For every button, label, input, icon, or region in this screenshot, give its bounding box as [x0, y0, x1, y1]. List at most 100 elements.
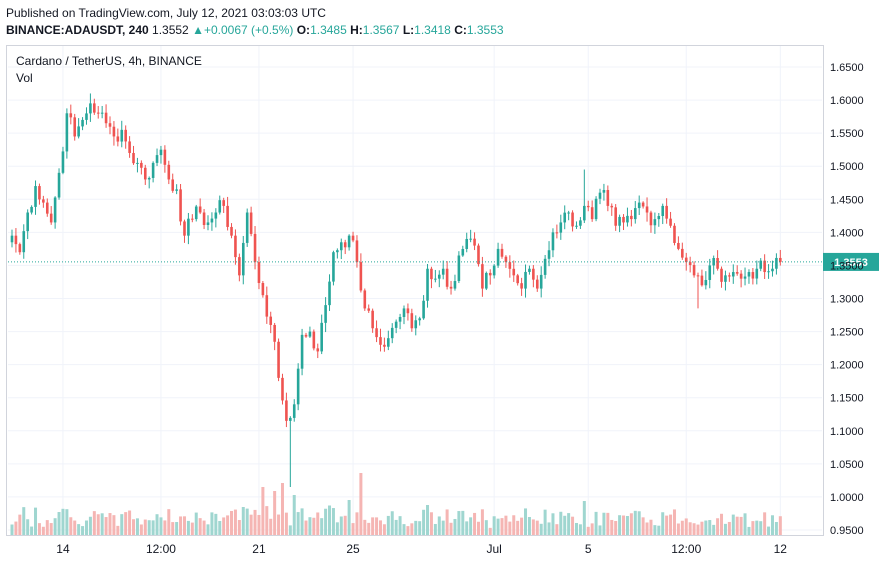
volume-bar: [249, 514, 253, 535]
volume-bar: [167, 509, 171, 535]
up-arrow-icon: ▲: [192, 23, 204, 37]
volume-bar: [602, 512, 606, 535]
candle-body: [100, 112, 104, 114]
volume-bar: [645, 522, 649, 535]
candle-body: [245, 212, 249, 243]
volume-bar: [316, 512, 320, 535]
volume-bar: [590, 523, 594, 535]
candle-body: [14, 235, 18, 245]
candle-body: [504, 256, 508, 263]
time-tick-label: 12:00: [146, 542, 176, 556]
volume-bar: [527, 517, 531, 535]
volume-bar: [476, 521, 480, 535]
volume-bar: [104, 517, 108, 535]
volume-bar: [731, 514, 735, 535]
candle-body: [739, 273, 743, 279]
price-tick-label: 1.3500: [830, 260, 864, 272]
volume-bar: [355, 512, 359, 535]
candle-body: [312, 331, 316, 349]
candle-body: [418, 318, 421, 321]
volume-bar: [669, 514, 673, 535]
price-tick-label: 1.6500: [830, 62, 864, 74]
volume-bar: [739, 516, 743, 535]
volume-bar: [386, 515, 390, 535]
time-tick-label: 12:00: [671, 542, 701, 556]
candle-body: [249, 212, 253, 234]
candle-body: [238, 257, 241, 276]
candle-body: [214, 212, 218, 219]
volume-bar: [37, 523, 41, 535]
volume-bar: [441, 520, 445, 535]
candle-body: [316, 348, 320, 352]
volume-bar: [692, 523, 696, 535]
candle-body: [524, 271, 527, 289]
volume-bar: [273, 491, 277, 535]
candle-body: [437, 274, 441, 279]
candle-body: [414, 320, 418, 329]
price-tick-label: 1.4500: [830, 194, 864, 206]
candle-body: [606, 189, 610, 206]
volume-bar: [414, 520, 418, 535]
candle-body: [633, 208, 637, 220]
candle-body: [657, 216, 661, 220]
time-tick-label: 12: [774, 542, 788, 556]
candle-body: [649, 212, 653, 226]
candle-body: [183, 221, 186, 236]
volume-bar: [226, 515, 230, 535]
last-price: 1.3552: [152, 23, 189, 37]
price-tick-label: 1.6000: [830, 95, 864, 107]
candle-body: [136, 162, 139, 164]
volume-bar: [194, 512, 198, 535]
volume-bar: [390, 511, 394, 535]
volume-bar: [437, 516, 441, 535]
volume-bar: [665, 515, 669, 535]
volume-bar: [261, 487, 265, 535]
time-axis: 14 12:00 21 25 Jul 5 12:00 12: [56, 542, 787, 556]
candle-body: [355, 240, 359, 263]
price-tick-label: 1.0500: [830, 459, 864, 471]
candle-body: [234, 235, 237, 258]
volume-bar: [429, 512, 433, 535]
volume-bar: [159, 517, 163, 535]
candle-body: [473, 238, 476, 246]
volume-bar: [151, 520, 155, 535]
volume-bar: [684, 518, 688, 535]
candle-body: [559, 222, 563, 233]
candle-body: [222, 200, 225, 206]
volume-bar: [469, 517, 473, 535]
candle-body: [724, 275, 727, 282]
candle-body: [575, 225, 578, 227]
candle-body: [528, 268, 531, 272]
volume-bar: [555, 524, 559, 535]
volume-bar: [171, 522, 175, 535]
volume-bar: [210, 512, 214, 535]
price-axis: 1.6500 1.6000 1.5500 1.5000 1.4500 1.4000 1.35…: [830, 62, 864, 537]
candle-body: [18, 244, 22, 253]
volume-bar: [206, 524, 210, 535]
volume-bar: [539, 523, 543, 535]
volume-bar: [343, 515, 347, 535]
candle-body: [128, 141, 131, 153]
volume-bar: [743, 513, 747, 535]
volume-bar: [716, 518, 720, 535]
price-tick-label: 0.9500: [830, 525, 864, 537]
candle-body: [583, 205, 586, 221]
volume-bar: [339, 516, 343, 535]
candle-body: [520, 283, 523, 289]
volume-bar: [116, 525, 120, 535]
volume-bar: [571, 516, 575, 535]
volume-bar: [65, 509, 69, 535]
candle-body: [108, 123, 112, 127]
volume-bar: [433, 523, 437, 535]
ohlc-line: BINANCE:ADAUSDT, 240 1.3552 ▲+0.0067 (+0…: [6, 22, 504, 39]
volume-bar: [371, 517, 375, 535]
candle-body: [159, 149, 163, 156]
volume-bar: [280, 483, 284, 535]
volume-bar: [778, 516, 782, 535]
volume-bar: [128, 510, 132, 535]
candle-body: [398, 316, 402, 322]
volume-bar: [367, 522, 371, 535]
candle-body: [779, 257, 782, 262]
candle-body: [277, 341, 280, 378]
